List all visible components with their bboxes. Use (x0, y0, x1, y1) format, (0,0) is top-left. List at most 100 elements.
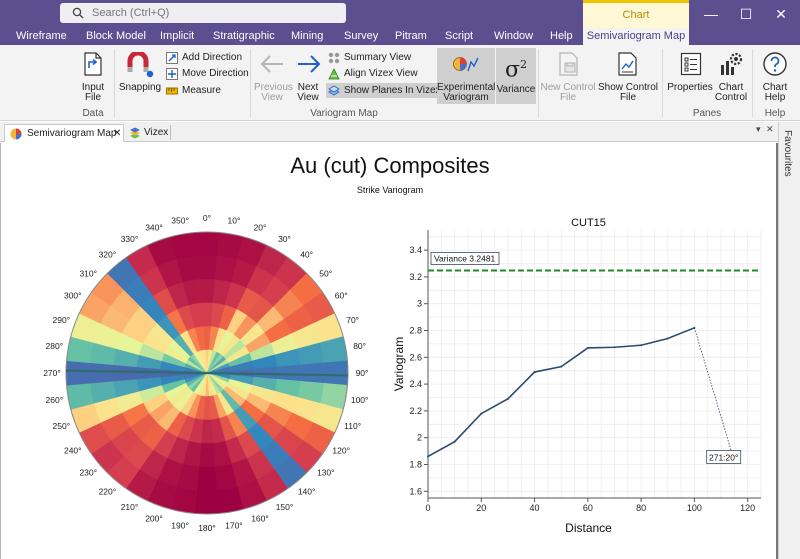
annotation-box (706, 450, 742, 464)
chart-control-label-line2: Control (714, 92, 748, 103)
vizex-tab-icon (130, 127, 140, 139)
direction-line[interactable] (66, 369, 348, 377)
annotation-leader (694, 327, 733, 453)
angle-label: 20° (254, 222, 267, 232)
snapping-button[interactable]: Snapping (118, 82, 162, 93)
variogram-point[interactable] (506, 397, 509, 400)
tab-wireframe[interactable]: Wireframe (16, 30, 67, 42)
variance-superscript: 2 (520, 58, 528, 71)
variogram-point[interactable] (533, 371, 536, 374)
angle-label: 90° (356, 368, 369, 378)
search-box[interactable] (60, 3, 346, 23)
summary-view-button[interactable]: Summary View (328, 52, 411, 64)
variogram-point[interactable] (480, 412, 483, 415)
angle-label: 190° (171, 521, 189, 531)
experimental-variogram-button[interactable]: Experimental Variogram (437, 48, 495, 104)
tab-pitram[interactable]: Pitram (395, 30, 427, 42)
minimize-button[interactable]: — (704, 6, 718, 22)
angle-label: 70° (346, 315, 359, 325)
tab-block-model[interactable]: Block Model (86, 30, 146, 42)
variogram-point[interactable] (666, 337, 669, 340)
summary-view-label: Summary View (344, 52, 412, 63)
angle-label: 270° (43, 368, 61, 378)
chart-title: CUT15 (571, 217, 606, 229)
doc-tab-vizex[interactable]: Vizex (126, 124, 170, 142)
show-planes-in-vizex-button[interactable]: Show Planes In Vizex (326, 83, 445, 98)
variogram-point[interactable] (640, 344, 643, 347)
y-tick-label: 2.8 (409, 326, 422, 336)
tab-mining[interactable]: Mining (291, 30, 324, 42)
move-direction-button[interactable]: Move Direction (166, 68, 249, 80)
ribbon-separator (114, 49, 115, 117)
angle-label: 200° (145, 514, 163, 524)
experimental-variogram-label-line1: Experimental (437, 82, 496, 93)
chart-control-button[interactable]: Chart Control (714, 83, 748, 103)
magnet-icon (127, 52, 154, 78)
variogram-point[interactable] (560, 365, 563, 368)
tab-implicit[interactable]: Implicit (160, 30, 195, 42)
tab-divider (170, 125, 171, 140)
chart-control-label-line1: Chart (718, 82, 744, 93)
search-input[interactable] (92, 5, 332, 21)
tab-survey[interactable]: Survey (344, 30, 379, 42)
x-tick-label: 100 (687, 503, 702, 513)
maximize-button[interactable]: ☐ (739, 6, 753, 22)
show-control-file-label-line1: Show Control (598, 82, 659, 93)
add-direction-button[interactable]: Add Direction (166, 52, 242, 64)
input-file-button[interactable]: Input File (76, 83, 110, 103)
previous-view-button[interactable]: Previous View (254, 83, 293, 103)
new-control-file-label-line1: New Control (540, 82, 596, 93)
input-file-label-line1: Input (81, 82, 105, 93)
favourites-panel[interactable]: Favourites (778, 122, 800, 559)
variance-label: Variance 3.2481 (434, 253, 496, 263)
measure-button[interactable]: Measure (166, 85, 221, 97)
close-all-tabs-icon[interactable]: ✕ (766, 124, 774, 134)
variogram-point[interactable] (427, 455, 429, 458)
angle-label: 10° (227, 215, 240, 225)
show-control-file-button[interactable]: Show Control File (598, 83, 658, 103)
angle-label: 330° (121, 234, 139, 244)
x-tick-label: 20 (476, 503, 486, 513)
variogram-point[interactable] (586, 346, 589, 349)
show-control-file-label-line2: File (619, 92, 637, 103)
page-title: Au (cut) Composites (290, 153, 490, 178)
experimental-variogram-label-line2: Variogram (443, 92, 489, 103)
tab-help[interactable]: Help (550, 30, 573, 42)
tab-semivariogram-map[interactable]: Semivariogram Map (583, 28, 689, 45)
angle-label: 280° (46, 341, 64, 351)
variogram-point[interactable] (613, 346, 616, 349)
angle-label: 120° (332, 446, 350, 456)
angle-label: 320° (99, 249, 117, 259)
y-tick-label: 3.4 (409, 245, 422, 255)
tab-window[interactable]: Window (494, 30, 534, 42)
tab-stratigraphic[interactable]: Stratigraphic (213, 30, 275, 42)
chart-help-button[interactable]: Chart Help (756, 83, 794, 103)
properties-button[interactable]: Properties (667, 82, 713, 93)
x-tick-label: 0 (425, 503, 430, 513)
tab-script[interactable]: Script (445, 30, 474, 42)
angle-label: 100° (351, 395, 369, 405)
align-vizex-view-button[interactable]: Align Vizex View (328, 68, 418, 80)
input-file-icon (84, 52, 102, 76)
angle-label: 150° (276, 502, 294, 512)
close-button[interactable]: ✕ (775, 6, 787, 22)
y-tick-label: 1.8 (409, 460, 422, 470)
angle-label: 220° (99, 487, 117, 497)
angle-label: 350° (171, 215, 189, 225)
close-tab-icon[interactable]: ✕ (113, 128, 122, 139)
variogram-chart[interactable]: 0 20 40 60 80 100 120 1.6 1.8 2 2.2 2.4 2.6 2.8 3 3.2 3.… (1, 143, 779, 559)
next-view-button[interactable]: Next View (293, 83, 323, 103)
angle-label: 250° (53, 421, 71, 431)
variogram-rose-map[interactable]: 0° 10° 20° 30° 40° 50° 60° 70° 80° 90° 100° 110° 120… (1, 143, 401, 559)
doc-tab-semivariogram-map[interactable]: Semivariogram Map ✕ (4, 124, 124, 142)
chart-control-icon (721, 52, 743, 75)
variance-button[interactable]: σ2 Variance (496, 48, 536, 104)
variogram-point[interactable] (453, 440, 456, 443)
new-control-file-button[interactable]: New Control File (540, 83, 596, 103)
tab-list-dropdown-icon[interactable]: ▾ (756, 124, 761, 134)
angle-label: 290° (53, 315, 71, 325)
next-view-label-line2: View (297, 92, 319, 103)
angle-label: 300° (64, 291, 82, 301)
y-tick-label: 3 (417, 299, 422, 309)
